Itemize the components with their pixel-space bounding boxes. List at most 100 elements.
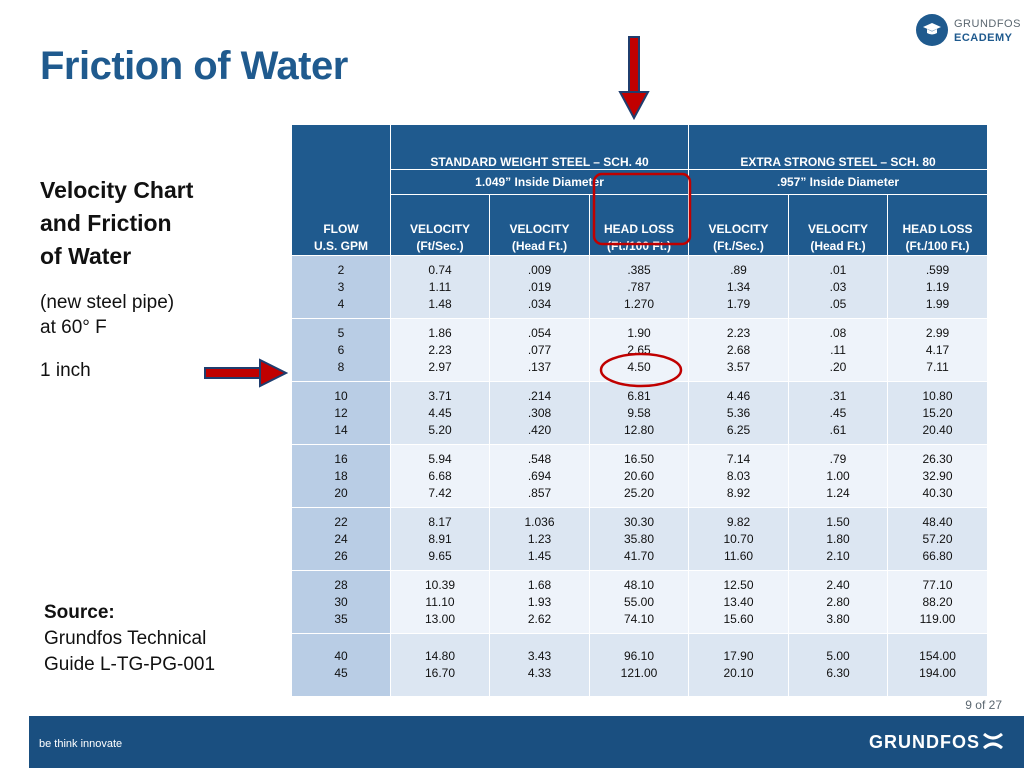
cell-value: 1.80 [826,531,850,546]
cell-value: 45 [334,666,348,680]
cell-value: 10.80 [922,388,953,403]
value-cell: 3.43 4.33 [489,633,590,697]
cell-value: .857 [527,485,552,500]
value-cell: 10.80 15.20 20.40 [887,381,989,445]
value-cell: 1.86 2.23 2.97 [390,318,490,382]
cell-value: 10 [334,388,348,403]
cell-value: 7.14 [726,451,751,466]
value-cell: 17.90 20.10 [688,633,790,697]
cell-value: .385 [627,262,651,277]
value-cell: 2.23 2.68 3.57 [688,318,790,382]
footer-bar: be think innovate GRUNDFOS [29,716,1024,768]
table-row: 5 6 8 1.86 2.23 2.97 .054 .077 .137 1.90 2.65 4.50 2… [291,318,989,382]
value-cell: .31 .45 .61 [788,381,889,445]
column-header-unit: (Ft./100 Ft.) [607,239,672,253]
cell-value: 8.03 [726,468,751,483]
value-cell: 96.10 121.00 [588,633,690,697]
value-cell: 26.30 32.90 40.30 [887,444,989,508]
velocity-friction-table: FLOW U.S. GPM STANDARD WEIGHT STEEL – SC… [291,124,989,697]
cell-value: 1.11 [428,279,452,294]
cell-value: 30 [334,594,348,609]
cell-value: 1.00 [826,468,850,483]
column-header-unit: (Head Ft.) [511,239,568,253]
source-note: Source: Grundfos Technical Guide L-TG-PG… [44,600,284,678]
column-header: HEAD LOSS (Ft./100 Ft.) [588,194,690,256]
cell-value: 20.60 [623,468,655,483]
cell-value: 8.17 [428,514,452,529]
value-cell: .009 .019 .034 [489,255,590,319]
cell-value: 15.60 [723,611,754,626]
cell-value: .11 [830,342,846,357]
down-arrow-icon [618,36,650,120]
pipe-description: (new steel pipe) at 60° F [40,290,240,340]
footer-brand: GRUNDFOS [869,732,980,752]
cell-value: 15.20 [922,405,953,420]
cell-value: 48.40 [922,514,953,529]
cell-value: 5 [337,325,345,340]
cell-value: 13.00 [424,611,456,626]
cell-value: 24 [334,531,348,546]
value-cell: .599 1.19 1.99 [887,255,989,319]
cell-value: 0.74 [428,262,452,277]
value-cell: 5.00 6.30 [788,633,889,697]
cell-value: 22 [334,514,348,529]
cell-value: .308 [527,405,552,420]
cell-value: 4.46 [726,388,751,403]
cell-value: 20.10 [723,666,754,680]
cell-value: 1.19 [925,279,950,294]
subtext-line: at 60° F [40,317,107,338]
cell-value: 26 [334,548,348,563]
table-row: 16 18 20 5.94 6.68 7.42 .548 .694 .857 16.50 20.60… [291,444,989,508]
cell-value: 35 [334,611,348,626]
cell-value: 6.25 [726,422,751,437]
group-header-sch80: EXTRA STRONG STEEL – SCH. 80 [688,124,989,170]
cell-value: 18 [334,468,348,483]
cell-value: 16 [334,451,348,466]
source-line: Grundfos Technical [44,628,207,649]
cell-value: .694 [527,468,552,483]
value-cell: 1.90 2.65 4.50 [588,318,690,382]
cell-value: 2.62 [527,611,552,626]
flow-cell: 10 12 14 [291,381,391,445]
cell-value: 4.45 [428,405,452,420]
cell-value: .420 [527,422,552,437]
diameter-header-sch80: .957” Inside Diameter [688,169,989,195]
cell-value: 40 [334,649,348,663]
cell-value: 1.24 [826,485,850,500]
column-header-unit: (Ft./Sec.) [713,239,764,253]
flow-cell: 16 18 20 [291,444,391,508]
cell-value: 3.71 [428,388,452,403]
cell-value: 41.70 [623,548,655,563]
value-cell: 1.50 1.80 2.10 [788,507,889,571]
cell-value: 10.70 [723,531,754,546]
value-cell: 8.17 8.91 9.65 [390,507,490,571]
cell-value: .077 [527,342,552,357]
cell-value: 3.80 [826,611,850,626]
value-cell: 1.036 1.23 1.45 [489,507,590,571]
value-cell: 5.94 6.68 7.42 [390,444,490,508]
cell-value: 119.00 [919,611,956,626]
flow-cell: 5 6 8 [291,318,391,382]
cell-value: 11.10 [425,594,455,609]
cell-value: 12 [334,405,348,420]
cell-value: 1.93 [527,594,552,609]
cell-value: 2.80 [826,594,850,609]
grundfos-x-icon [983,732,1003,750]
heading-line: and Friction [40,210,172,236]
cell-value: 35.80 [623,531,655,546]
column-header-line: VELOCITY [509,222,570,236]
cell-value: .019 [527,279,552,294]
cell-value: .787 [627,279,651,294]
value-cell: .08 .11 .20 [788,318,889,382]
column-header: VELOCITY (Head Ft.) [489,194,590,256]
value-cell: 0.74 1.11 1.48 [390,255,490,319]
cell-value: 6.68 [428,468,452,483]
cell-value: .054 [527,325,552,340]
cell-value: 7.42 [428,485,452,500]
table-row: 2 3 4 0.74 1.11 1.48 .009 .019 .034 .385 .787 1.270… [291,255,989,319]
source-line: Guide L-TG-PG-001 [44,654,216,675]
flow-cell: 28 30 35 [291,570,391,634]
cell-value: 25.20 [623,485,655,500]
cell-value: 88.20 [922,594,953,609]
value-cell: 48.40 57.20 66.80 [887,507,989,571]
